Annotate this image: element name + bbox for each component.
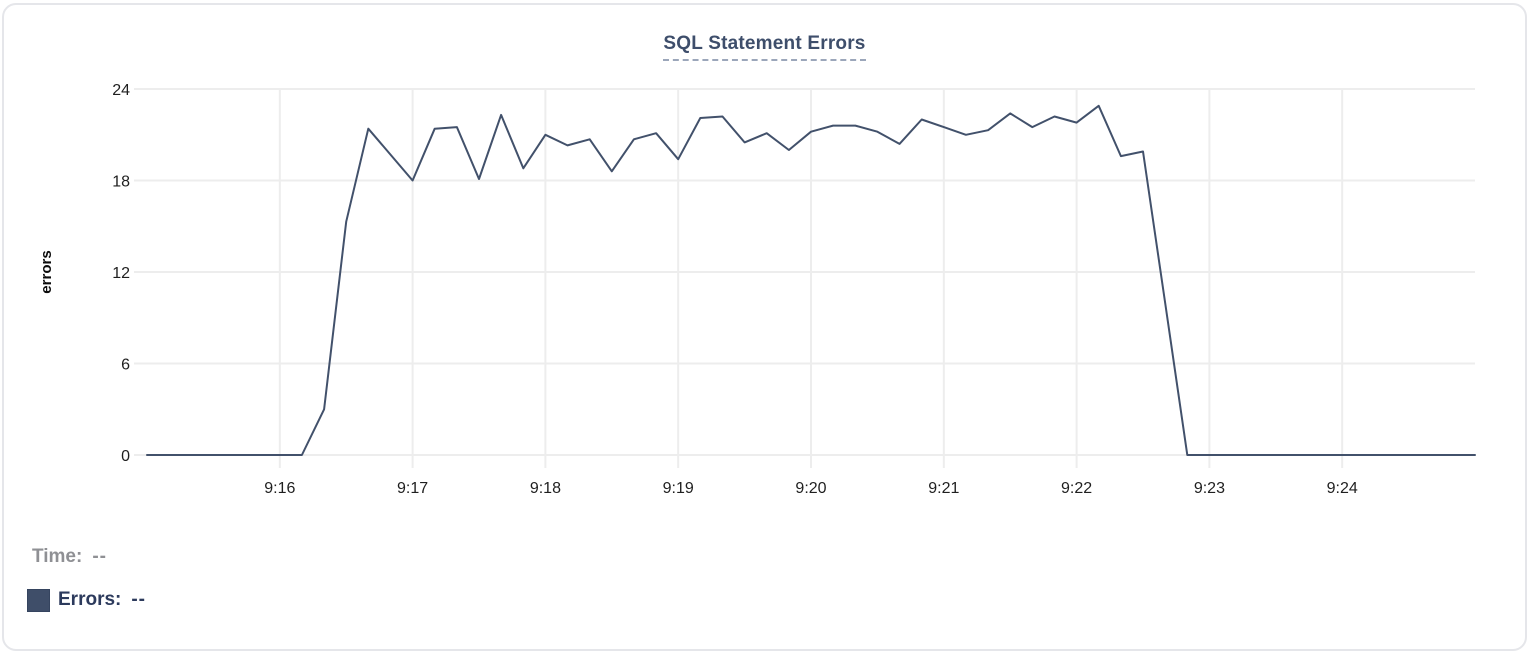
legend-time-value: --: [92, 546, 107, 567]
x-axis-tick-label: 9:17: [397, 480, 428, 497]
y-axis-tick-label: 18: [112, 174, 130, 191]
x-axis-tick-label: 9:18: [530, 480, 561, 497]
chart-gridlines: [134, 88, 1475, 468]
x-axis-tick-label: 9:22: [1061, 480, 1092, 497]
legend-errors-label: Errors:: [58, 589, 122, 610]
chart-hover-legend: Time: -- Errors: --: [4, 541, 146, 612]
x-axis-tick-label: 9:24: [1327, 480, 1358, 497]
y-axis-title: errors: [38, 250, 55, 293]
x-axis-tick-label: 9:16: [264, 480, 295, 497]
chart-card: SQL Statement Errors 0 6 12 18 24 9:16 9:17 9:1…: [2, 3, 1527, 651]
chart-title[interactable]: SQL Statement Errors: [663, 33, 866, 61]
errors-series-swatch: [27, 588, 50, 612]
x-axis-tick-label: 9:21: [928, 480, 959, 497]
legend-time-label: Time:: [32, 546, 83, 567]
legend-errors-value: --: [131, 589, 147, 610]
y-axis-tick-label: 0: [121, 448, 130, 465]
x-axis-tick-label: 9:23: [1194, 480, 1225, 497]
y-axis-tick-label: 6: [121, 357, 130, 374]
legend-time-row: Time: --: [32, 545, 146, 569]
errors-line-series[interactable]: [146, 104, 1476, 456]
x-axis-tick-label: 9:19: [663, 480, 694, 497]
y-axis-tick-label: 12: [112, 265, 130, 282]
chart-title-wrap: SQL Statement Errors: [4, 33, 1525, 61]
x-axis-tick-label: 9:20: [795, 480, 826, 497]
legend-errors-row: Errors: --: [27, 588, 146, 612]
sql-errors-line-chart[interactable]: 0 6 12 18 24 9:16 9:17 9:18 9:19 9:20 9:21 9:22 9:23…: [4, 5, 1527, 510]
y-axis-tick-label: 24: [112, 82, 130, 99]
